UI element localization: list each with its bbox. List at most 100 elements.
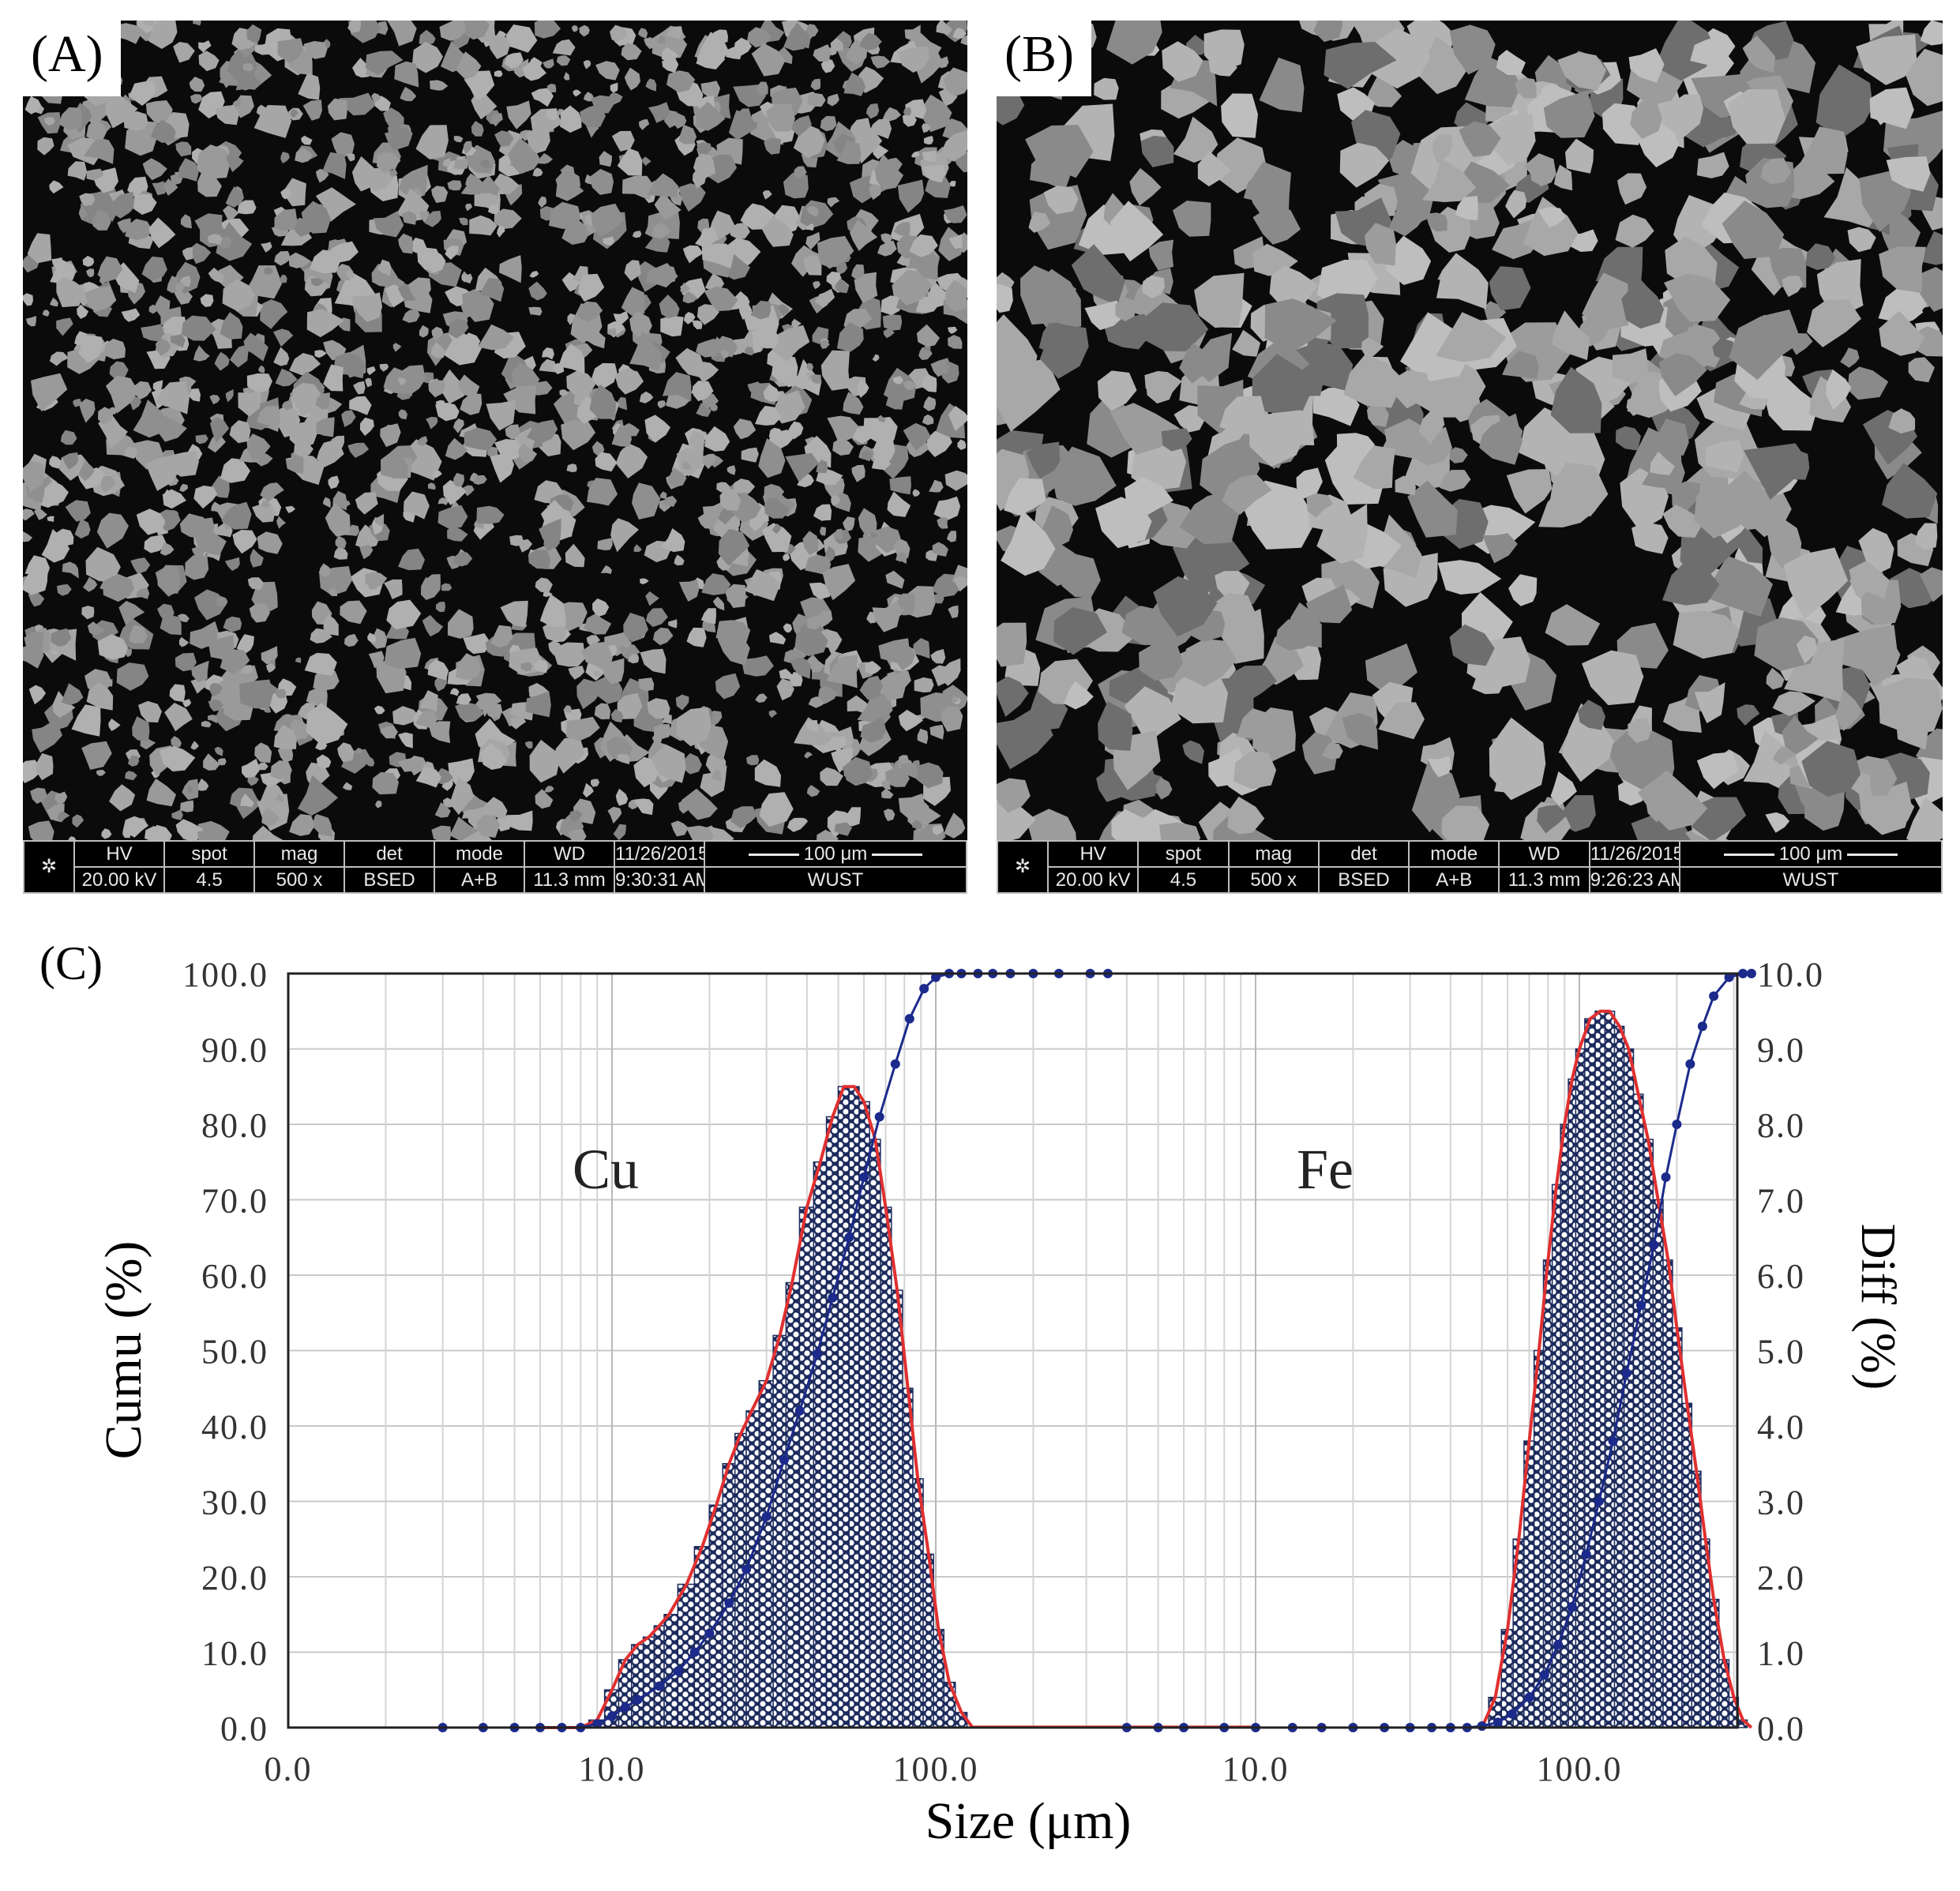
cumu-point <box>620 1702 630 1713</box>
spot-value: 4.5 <box>1137 866 1230 894</box>
diff-bar <box>1575 1048 1586 1728</box>
diff-bar <box>772 1334 787 1728</box>
det-value: BSED <box>344 866 435 894</box>
cumu-point <box>874 1112 884 1122</box>
sem-databar-a: ✲ HV spot mag det mode WD 11/26/2015 100… <box>23 840 967 894</box>
scale-label: 100 μm <box>803 842 868 865</box>
hv-value: 20.00 kV <box>1046 866 1140 894</box>
y-right-tick-label: 3.0 <box>1757 1484 1805 1522</box>
y-right-tick-label: 7.0 <box>1757 1182 1805 1221</box>
chart-panel-label: (C) <box>39 937 103 989</box>
y-left-tick-label: 10.0 <box>201 1634 268 1673</box>
diff-bar <box>1568 1078 1577 1728</box>
diff-bar <box>880 1206 892 1728</box>
cumu-point <box>844 1233 854 1243</box>
lab-value: WUST <box>1679 866 1943 894</box>
hv-value: 20.00 kV <box>73 866 165 894</box>
y-left-axis-label: Cumu (%) <box>95 1241 152 1460</box>
y-left-tick-label: 0.0 <box>220 1709 268 1748</box>
cumu-point <box>607 1711 617 1721</box>
y-right-axis-label: Diff (%) <box>1851 1224 1905 1390</box>
mag-value: 500 x <box>1227 866 1320 894</box>
cumu-point <box>1539 1670 1549 1680</box>
cumu-point <box>779 1454 789 1465</box>
diff-bar <box>1681 1402 1693 1728</box>
y-right-tick-label: 8.0 <box>1757 1106 1805 1145</box>
date-value: 11/26/2015 <box>614 840 705 868</box>
diff-bar <box>1594 1011 1606 1728</box>
panel-label-b: (B) <box>997 21 1091 96</box>
cumu-point <box>761 1511 772 1521</box>
scale-label: 100 μm <box>1778 842 1843 865</box>
cumu-point <box>1477 1721 1487 1732</box>
det-label: det <box>344 840 435 868</box>
diff-bar <box>1672 1327 1683 1728</box>
cumu-point <box>794 1405 805 1416</box>
spot-label: spot <box>1137 840 1230 868</box>
series-label-cu: Cu <box>573 1138 639 1201</box>
cumu-point <box>654 1681 664 1691</box>
diff-bar <box>758 1379 774 1728</box>
diff-curve-fe <box>1480 1009 1753 1729</box>
diff-bar <box>642 1636 655 1728</box>
diff-bar <box>1613 1026 1625 1728</box>
scale-bar: 100 μm <box>704 840 967 868</box>
hv-label: HV <box>73 840 165 868</box>
cumu-point <box>904 1014 914 1024</box>
diff-bar <box>603 1689 620 1728</box>
cumu-point <box>673 1666 683 1676</box>
cumu-point <box>724 1598 734 1608</box>
cumu-point <box>1621 1368 1631 1379</box>
cumu-point <box>1649 1240 1659 1250</box>
diff-curve-cu <box>540 1085 974 1729</box>
x-tick-label: 10.0 <box>1222 1750 1290 1788</box>
diff-bar <box>902 1387 914 1728</box>
mode-label: mode <box>434 840 525 868</box>
mode-label: mode <box>1408 840 1500 868</box>
cumu-point <box>1697 1021 1707 1031</box>
diff-bar <box>891 1289 903 1728</box>
diff-bar <box>785 1281 801 1728</box>
cumu-point <box>1608 1436 1618 1446</box>
mag-label: mag <box>1227 840 1320 868</box>
cumu-point <box>1553 1639 1564 1649</box>
cumu-point <box>1524 1692 1534 1702</box>
cumu-point <box>1738 969 1748 978</box>
scale-bar: 100 μm <box>1679 840 1943 868</box>
cumu-point <box>1724 972 1734 982</box>
spot-value: 4.5 <box>163 866 255 894</box>
mag-value: 500 x <box>253 866 345 894</box>
diff-bar <box>837 1086 850 1728</box>
diff-bar <box>848 1086 860 1728</box>
diff-bar <box>1652 1199 1664 1728</box>
wd-value: 11.3 mm <box>524 866 615 894</box>
y-right-tick-label: 2.0 <box>1757 1559 1805 1597</box>
sem-image-a: (A) ✲ HV spot mag det mode WD 11/26/2015… <box>23 21 967 894</box>
cumu-point <box>1672 1120 1682 1129</box>
diff-bar <box>1604 1011 1616 1728</box>
panel-label-a: (A) <box>23 21 121 96</box>
cumu-point <box>1636 1300 1646 1311</box>
y-right-tick-label: 6.0 <box>1757 1257 1805 1296</box>
y-right-tick-label: 1.0 <box>1757 1634 1805 1673</box>
y-left-tick-label: 40.0 <box>201 1408 268 1446</box>
y-left-tick-label: 20.0 <box>201 1559 268 1597</box>
diff-bar <box>813 1161 828 1728</box>
cumu-point <box>689 1647 700 1657</box>
fei-logo-icon: ✲ <box>23 840 75 894</box>
diff-bar <box>1542 1259 1553 1728</box>
time-value: 9:30:31 AM <box>614 866 705 894</box>
diff-bar <box>1691 1470 1702 1728</box>
series-label-fe: Fe <box>1297 1138 1354 1201</box>
differential-bars <box>588 1011 1748 1728</box>
y-right-ticks: 10.0 9.0 8.0 7.0 6.0 5.0 4.0 3.0 2.0 1.0 0.0 <box>1757 955 1823 1748</box>
x-ticks: 0.0 10.0 100.0 10.0 100.0 <box>265 1750 1621 1788</box>
diff-bar <box>1623 1048 1635 1728</box>
cumu-point <box>890 1059 900 1069</box>
mode-value: A+B <box>1408 866 1500 894</box>
cumu-point <box>1507 1709 1517 1719</box>
cumu-point <box>1493 1717 1503 1728</box>
diff-bar <box>1662 1259 1673 1728</box>
y-right-tick-label: 0.0 <box>1757 1709 1805 1748</box>
diff-bar <box>825 1116 839 1728</box>
